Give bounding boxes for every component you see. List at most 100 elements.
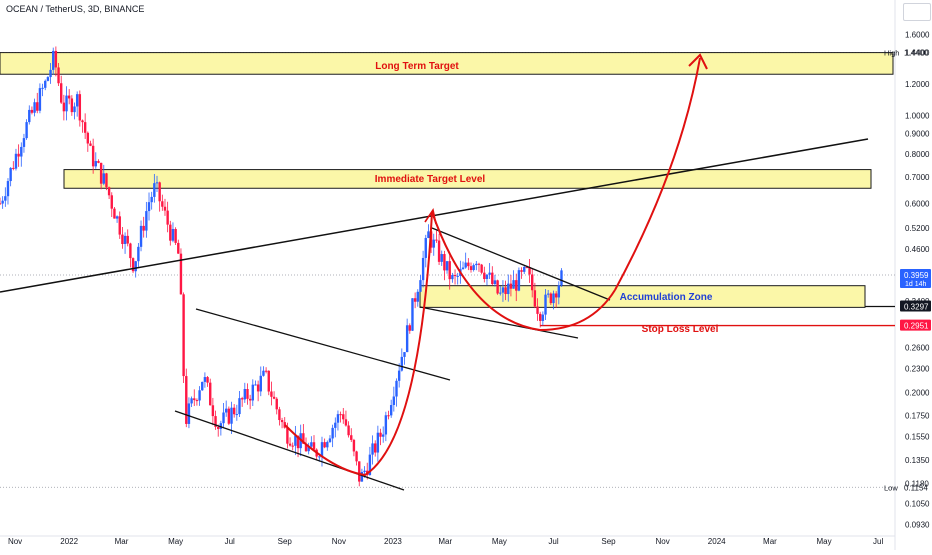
candle-body [137, 246, 140, 262]
candle-body [243, 389, 247, 400]
candle-body [278, 409, 281, 421]
candle-body [493, 280, 497, 285]
candle-body [224, 408, 228, 413]
candle-body [437, 240, 441, 262]
candle-body [342, 414, 345, 420]
projection-curve [614, 57, 701, 291]
candle-body [193, 398, 196, 401]
candle-body [512, 280, 515, 289]
candle-body [49, 69, 52, 78]
candle-body [405, 325, 409, 353]
candle-body [339, 414, 342, 416]
handle-curve [431, 211, 616, 332]
candle-body [17, 153, 20, 157]
peak-arrow-head [424, 207, 437, 225]
candle-body [254, 384, 257, 386]
candle-body [376, 432, 380, 453]
candle-body [389, 405, 393, 416]
candle-body [296, 435, 300, 449]
candle-body [379, 432, 382, 437]
symbol-header: OCEAN / TetherUS, 3D, BINANCE [6, 4, 145, 14]
candle-body [230, 407, 233, 424]
x-tick-label: Sep [278, 537, 293, 546]
candle-body [256, 384, 260, 392]
price-label-value: 1.4400 [904, 49, 929, 58]
candle-body [12, 167, 15, 169]
candle-body [461, 267, 465, 270]
price-label-box [900, 300, 931, 312]
y-tick-label: 0.8000 [905, 150, 930, 159]
price-label-tag: Low [884, 483, 898, 492]
candle-body [280, 420, 284, 423]
candle-body [65, 95, 68, 112]
annotation-stop-loss-level: Stop Loss Level [642, 324, 719, 335]
x-tick-label: 2022 [60, 537, 78, 546]
settings-box[interactable] [903, 3, 931, 21]
candle-body [469, 266, 473, 271]
y-tick-label: 0.5200 [905, 224, 930, 233]
candle-body [554, 293, 558, 298]
candle-body [161, 201, 164, 207]
candle-body [214, 416, 217, 427]
candle-body [41, 87, 44, 89]
candle-body [9, 167, 12, 182]
candle-body [464, 262, 467, 268]
candle-body [552, 293, 555, 304]
candle-body [246, 389, 249, 399]
candle-body [89, 143, 92, 146]
candle-body [283, 422, 286, 428]
candle-body [20, 146, 23, 157]
candle-body [443, 254, 446, 271]
candle-body [113, 208, 116, 219]
candle-body [6, 181, 10, 197]
candle-body [456, 275, 459, 277]
y-tick-label: 0.1050 [905, 500, 930, 509]
y-tick-label: 1.6000 [905, 30, 930, 39]
candle-body [496, 280, 499, 294]
candle-body [38, 88, 42, 111]
candle-body [36, 102, 39, 111]
candle-body [195, 400, 199, 402]
candle-body [1, 200, 4, 204]
candle-body [209, 382, 212, 406]
x-tick-label: 2024 [708, 537, 726, 546]
candle-body [222, 412, 225, 424]
candle-body [318, 456, 321, 458]
candle-body [203, 377, 207, 382]
candle-body [75, 94, 79, 107]
candle-body [544, 294, 547, 315]
channel-upper-line [195, 308, 451, 381]
candle-body [381, 434, 385, 437]
x-tick-label: Nov [8, 537, 22, 546]
candle-body [54, 50, 58, 68]
candle-body [121, 234, 124, 245]
candle-body [435, 239, 438, 241]
candle-body [307, 446, 310, 452]
candle-body [427, 231, 430, 238]
candle-body [123, 235, 127, 245]
y-tick-label: 0.4600 [905, 245, 930, 254]
annotation-immediate-target-level: Immediate Target Level [375, 174, 486, 185]
candle-body [78, 94, 82, 121]
candle-body [219, 423, 223, 429]
cup-curve [284, 211, 433, 477]
candle-body [153, 183, 156, 197]
x-tick-label: Mar [115, 537, 129, 546]
candle-body [187, 403, 191, 424]
candle-body [171, 228, 175, 241]
candle-body [475, 263, 478, 266]
candle-body [312, 442, 316, 450]
candle-body [131, 258, 135, 272]
candle-body [397, 370, 401, 381]
candle-body [440, 254, 443, 262]
candle-body [334, 422, 337, 428]
x-tick-label: Jul [225, 537, 235, 546]
candle-body [477, 263, 481, 265]
candle-body [158, 182, 161, 202]
candle-body [118, 216, 121, 235]
candle-body [347, 425, 350, 436]
candle-body [30, 109, 34, 113]
x-tick-label: 2023 [384, 537, 402, 546]
